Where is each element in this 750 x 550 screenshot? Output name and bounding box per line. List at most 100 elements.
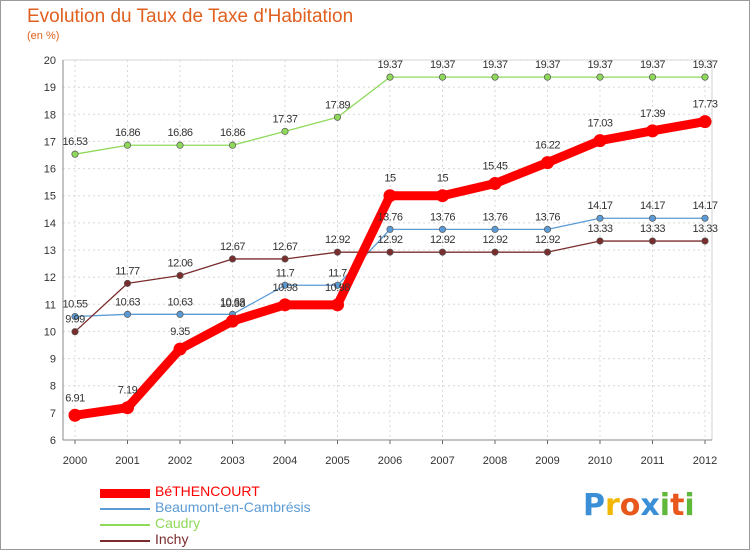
data-point — [596, 73, 604, 81]
y-tick-label: 9 — [50, 354, 56, 366]
data-point — [648, 237, 657, 245]
data-label: 12.67 — [220, 241, 245, 253]
data-point — [383, 189, 397, 203]
chart-title: Evolution du Taux de Taxe d'Habitation — [27, 6, 354, 27]
legend-swatch — [100, 488, 150, 498]
data-label: 10.98 — [272, 282, 297, 294]
y-tick-label: 11 — [45, 299, 56, 311]
x-tick-label: 2009 — [535, 455, 559, 467]
data-label: 14.17 — [692, 200, 717, 212]
data-label: 10.63 — [220, 296, 245, 308]
data-point — [491, 248, 499, 256]
data-label: 15 — [384, 173, 396, 185]
data-point — [543, 225, 552, 233]
data-point — [543, 73, 552, 81]
data-label: 17.73 — [692, 99, 717, 111]
data-label: 12.92 — [535, 234, 560, 246]
legend-swatch — [100, 508, 150, 510]
data-label: 17.03 — [587, 118, 612, 130]
chart-unit: (en %) — [27, 30, 60, 42]
x-tick-label: 2012 — [693, 455, 717, 467]
logo-letter: i — [684, 488, 695, 523]
data-label: 15 — [437, 173, 449, 185]
data-label: 14.17 — [640, 200, 665, 212]
axes: 6 7 8 9 10 11 12 13 14 15 16 17 18 19 20 2000 2001 2002 20… — [44, 55, 717, 467]
data-point — [333, 113, 342, 121]
data-label: 17.89 — [325, 99, 350, 111]
y-tick-label: 15 — [44, 191, 56, 203]
data-point — [436, 189, 449, 203]
data-label: 19.37 — [535, 59, 560, 71]
data-point — [488, 177, 502, 190]
data-label: 16.86 — [220, 127, 245, 139]
legend-label: Inchy — [155, 531, 189, 547]
data-label: 16.86 — [167, 127, 192, 139]
data-label: 16.86 — [115, 127, 140, 139]
data-point — [123, 141, 132, 149]
x-tick-label: 2010 — [588, 455, 612, 467]
data-point — [491, 225, 499, 233]
series — [68, 73, 712, 422]
data-point — [701, 237, 709, 245]
data-point — [281, 255, 289, 263]
data-label: 12.92 — [430, 234, 455, 246]
data-label: 13.33 — [587, 223, 612, 235]
data-label: 13.76 — [377, 211, 402, 223]
x-tick-label: 2011 — [641, 455, 665, 467]
data-label: 13.33 — [692, 223, 717, 235]
data-point — [596, 214, 604, 222]
data-point — [121, 401, 134, 415]
legend-label: BéTHENCOURT — [155, 483, 260, 499]
data-point — [281, 281, 289, 289]
logo-letter: i — [659, 488, 671, 523]
data-point — [646, 124, 659, 138]
data-point — [228, 141, 237, 149]
data-label: 13.76 — [482, 211, 507, 223]
data-point — [331, 298, 344, 312]
data-label: 14.17 — [587, 200, 612, 212]
data-point — [71, 150, 79, 158]
data-label: 19.37 — [377, 59, 402, 71]
data-point — [123, 310, 132, 318]
logo-letter: o — [619, 488, 641, 523]
data-point — [333, 248, 342, 256]
data-point — [228, 255, 237, 263]
x-tick-label: 2002 — [168, 455, 192, 467]
data-label: 11.7 — [328, 267, 347, 279]
x-tick-label: 2004 — [273, 455, 297, 467]
data-label: 19.37 — [640, 59, 665, 71]
data-labels: 6.91 7.19 9.35 10.38 10.98 10.98 15 15 15.45 16.2… — [62, 59, 718, 404]
proxiti-logo: Proxiti — [583, 488, 695, 523]
data-point — [386, 73, 394, 81]
data-label: 13.76 — [430, 211, 455, 223]
data-point — [71, 328, 79, 336]
data-label: 19.37 — [587, 59, 612, 71]
data-point — [281, 127, 289, 135]
data-point — [701, 73, 709, 81]
data-label: 12.92 — [325, 234, 350, 246]
data-label: 16.53 — [62, 136, 87, 148]
legend-swatch — [100, 524, 150, 526]
y-tick-label: 12 — [44, 272, 56, 284]
data-label: 12.92 — [377, 234, 402, 246]
logo-letter: P — [583, 488, 605, 523]
data-label: 19.37 — [482, 59, 507, 71]
x-tick-label: 2008 — [483, 455, 507, 467]
data-label: 13.33 — [640, 223, 665, 235]
data-point — [226, 314, 239, 328]
y-tick-label: 6 — [50, 435, 56, 447]
data-label: 11.7 — [276, 267, 295, 279]
data-point — [648, 214, 657, 222]
legend-label: Beaumont-en-Cambrésis — [155, 499, 311, 515]
data-label: 15.45 — [482, 161, 507, 173]
x-tick-label: 2003 — [220, 455, 244, 467]
data-label: 10.63 — [115, 296, 140, 308]
data-label: 10.55 — [62, 299, 87, 311]
data-label: 6.91 — [65, 392, 85, 404]
data-point — [438, 248, 447, 256]
y-tick-label: 8 — [50, 381, 56, 393]
y-tick-label: 17 — [44, 136, 56, 148]
legend-swatch — [100, 540, 150, 542]
y-tick-label: 16 — [44, 164, 56, 176]
logo-letter: x — [640, 488, 660, 523]
